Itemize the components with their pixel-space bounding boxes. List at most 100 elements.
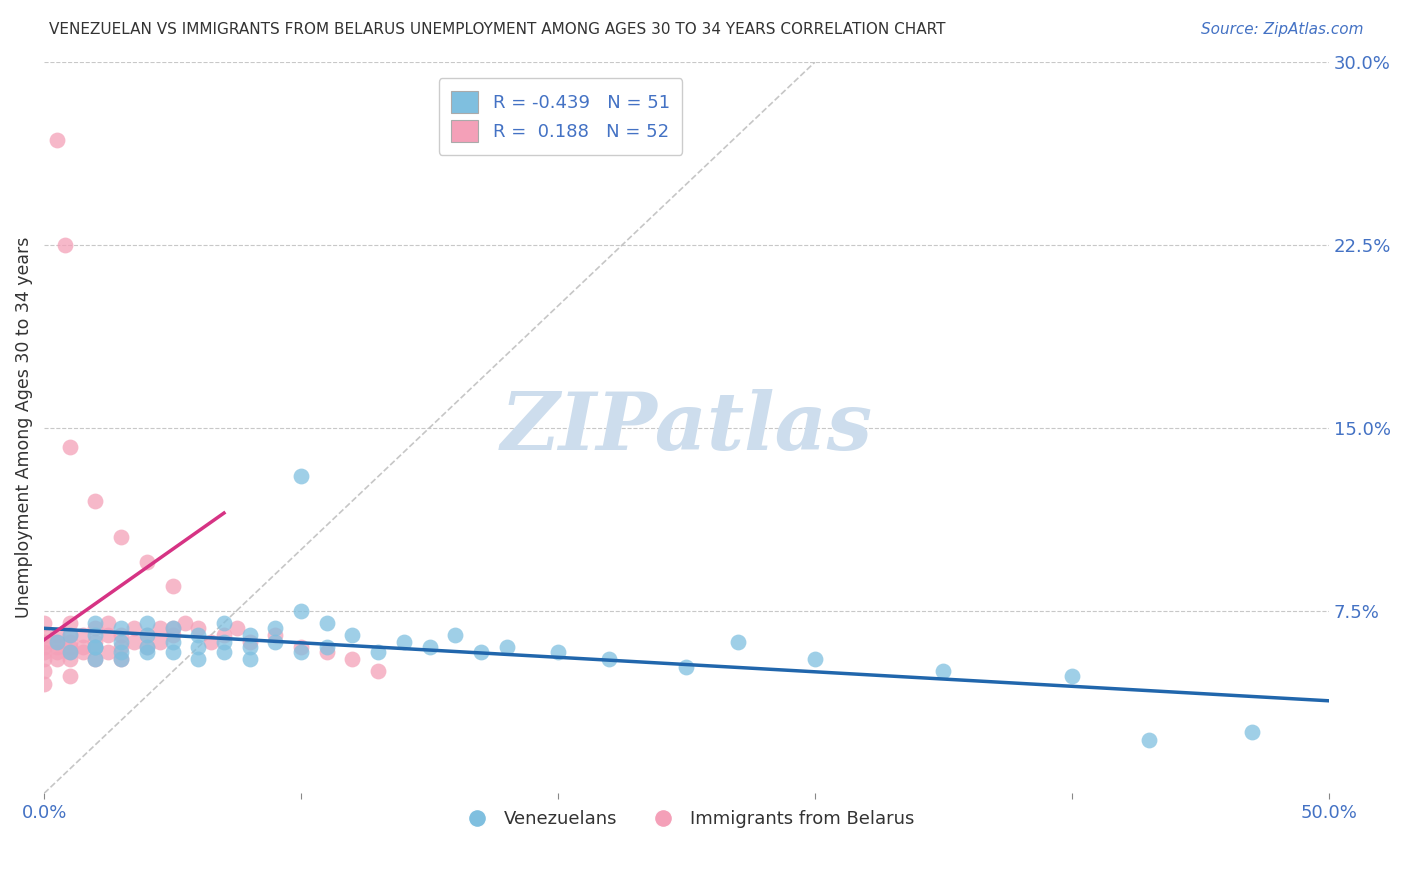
Point <box>212 628 235 642</box>
Point <box>367 665 389 679</box>
Point <box>1060 669 1083 683</box>
Point <box>32 628 55 642</box>
Point <box>32 645 55 659</box>
Point <box>110 621 132 635</box>
Point <box>162 628 184 642</box>
Point <box>367 645 389 659</box>
Point <box>59 640 82 654</box>
Point <box>32 676 55 690</box>
Point <box>342 652 364 666</box>
Point <box>162 645 184 659</box>
Point <box>135 555 157 569</box>
Point <box>264 628 287 642</box>
Point <box>162 621 184 635</box>
Point <box>675 659 697 673</box>
Point <box>97 645 120 659</box>
Point <box>32 635 55 649</box>
Point <box>239 628 262 642</box>
Point <box>84 494 107 508</box>
Point <box>46 635 69 649</box>
Point <box>149 621 172 635</box>
Point <box>84 621 107 635</box>
Point <box>135 640 157 654</box>
Point <box>162 621 184 635</box>
Point <box>225 621 247 635</box>
Point <box>59 628 82 642</box>
Point <box>200 635 222 649</box>
Point <box>110 652 132 666</box>
Point <box>932 665 955 679</box>
Point <box>135 615 157 630</box>
Point <box>32 652 55 666</box>
Point <box>444 628 467 642</box>
Point <box>84 652 107 666</box>
Point <box>162 635 184 649</box>
Point <box>84 640 107 654</box>
Point <box>547 645 569 659</box>
Point <box>418 640 440 654</box>
Point <box>122 621 145 635</box>
Point <box>32 665 55 679</box>
Point <box>97 615 120 630</box>
Point <box>212 615 235 630</box>
Point <box>46 640 69 654</box>
Point <box>187 628 209 642</box>
Point <box>59 652 82 666</box>
Point <box>122 635 145 649</box>
Point <box>804 652 827 666</box>
Point <box>470 645 492 659</box>
Point <box>110 628 132 642</box>
Point <box>212 645 235 659</box>
Legend: Venezuelans, Immigrants from Belarus: Venezuelans, Immigrants from Belarus <box>451 803 921 836</box>
Point <box>187 640 209 654</box>
Y-axis label: Unemployment Among Ages 30 to 34 years: Unemployment Among Ages 30 to 34 years <box>15 237 32 618</box>
Point <box>290 603 312 617</box>
Point <box>290 640 312 654</box>
Point <box>290 645 312 659</box>
Point <box>72 628 94 642</box>
Point <box>135 640 157 654</box>
Point <box>84 635 107 649</box>
Point <box>149 635 172 649</box>
Point <box>162 579 184 593</box>
Point <box>46 133 69 147</box>
Point <box>212 635 235 649</box>
Point <box>84 628 107 642</box>
Point <box>110 652 132 666</box>
Point <box>315 615 337 630</box>
Point <box>290 469 312 483</box>
Point <box>59 645 82 659</box>
Text: Source: ZipAtlas.com: Source: ZipAtlas.com <box>1201 22 1364 37</box>
Point <box>727 635 749 649</box>
Point <box>59 615 82 630</box>
Point <box>53 238 76 252</box>
Point <box>392 635 415 649</box>
Point <box>110 640 132 654</box>
Text: ZIPatlas: ZIPatlas <box>501 389 873 467</box>
Point <box>46 635 69 649</box>
Point <box>598 652 620 666</box>
Point <box>135 628 157 642</box>
Point <box>110 635 132 649</box>
Point <box>264 635 287 649</box>
Point <box>174 615 197 630</box>
Point <box>1240 725 1263 739</box>
Point <box>72 640 94 654</box>
Point <box>59 669 82 683</box>
Point <box>1137 732 1160 747</box>
Point <box>46 628 69 642</box>
Point <box>239 652 262 666</box>
Point <box>84 652 107 666</box>
Point <box>110 645 132 659</box>
Point <box>72 645 94 659</box>
Point <box>239 640 262 654</box>
Point <box>110 530 132 544</box>
Point <box>97 628 120 642</box>
Point <box>59 645 82 659</box>
Point <box>59 635 82 649</box>
Point <box>32 615 55 630</box>
Point <box>59 628 82 642</box>
Point <box>32 640 55 654</box>
Point <box>264 621 287 635</box>
Point <box>342 628 364 642</box>
